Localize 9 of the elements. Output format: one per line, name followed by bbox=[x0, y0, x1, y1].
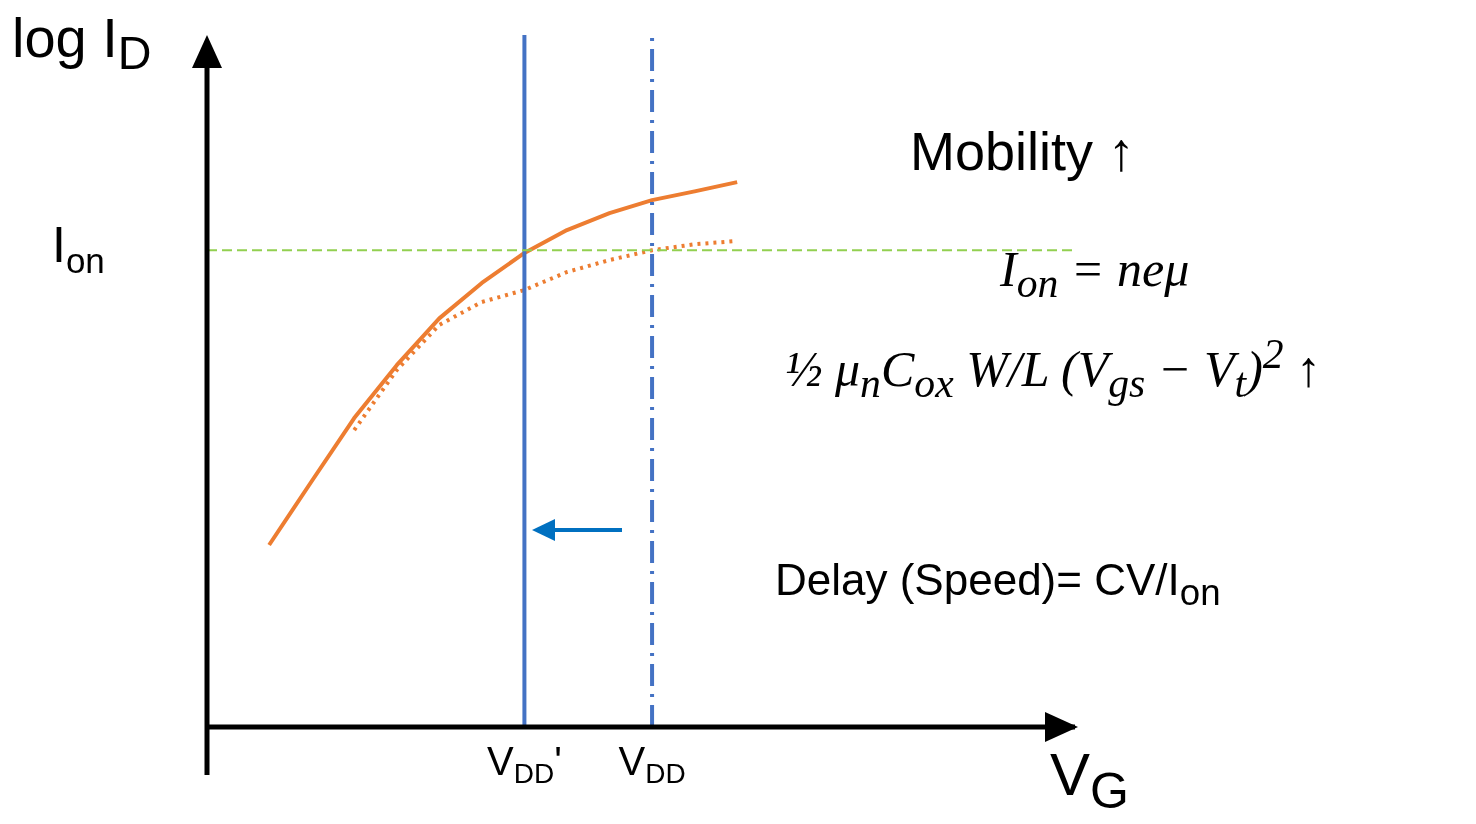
text: Mobility ↑ bbox=[910, 120, 1136, 182]
text: ½ μ$_{n}$C$_{ox}$ W/L (V$_{gs}$ − V$_{t}$)$^{2}$ ↑ bbox=[785, 331, 1322, 406]
annotation: Delay (Speed)= CV/I$_{on}$ bbox=[775, 555, 1221, 614]
x-tick-label: V$_{DD}$' bbox=[487, 739, 562, 790]
x-tick-label: V$_{DD}$ bbox=[618, 739, 686, 790]
text: I$_{on}$ = neμ bbox=[1000, 240, 1190, 307]
x-axis-title: V$_{G}$ bbox=[1050, 740, 1129, 820]
ref-line-label: I$_{on}$ bbox=[52, 217, 105, 280]
y-axis-title: log I$_{D}$ bbox=[12, 5, 152, 81]
